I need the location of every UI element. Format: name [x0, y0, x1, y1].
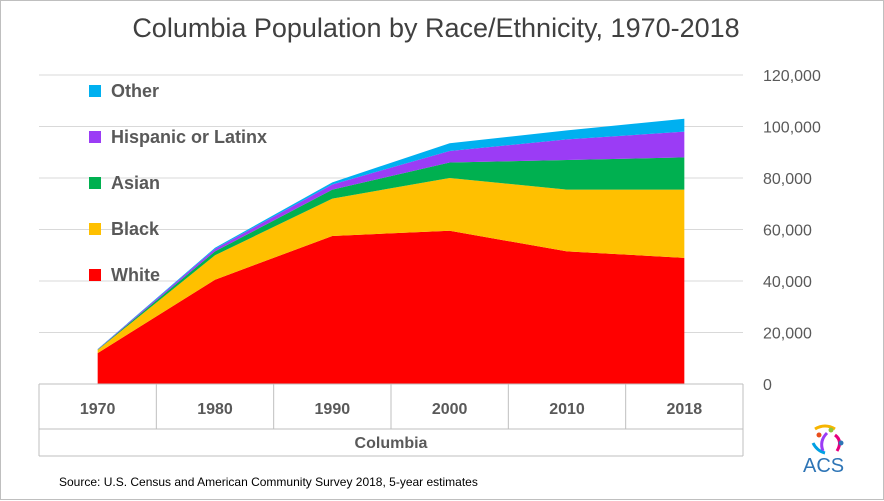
x-tick-label: 1990 — [315, 401, 351, 418]
legend-swatch — [89, 269, 101, 281]
legend-label: Other — [111, 81, 159, 101]
x-tick-label: 2018 — [667, 401, 703, 418]
area-series-black — [97, 178, 685, 354]
x-tick-label: 2010 — [549, 401, 585, 418]
y-tick-label: 0 — [763, 377, 772, 394]
area-series-hispanic-or-latinx — [97, 131, 685, 350]
y-tick-label: 120,000 — [763, 68, 821, 85]
x-tick-label: 1980 — [197, 401, 233, 418]
acs-logo: ACS — [801, 421, 861, 481]
area-series-white — [97, 230, 685, 384]
area-series-other — [97, 118, 685, 350]
legend-swatch — [89, 85, 101, 97]
chart-title: Columbia Population by Race/Ethnicity, 1… — [132, 13, 740, 43]
x-axis-title: Columbia — [355, 435, 428, 452]
acs-logo-mark — [811, 424, 844, 455]
legend-label: White — [111, 265, 160, 285]
x-tick-label: 1970 — [80, 401, 116, 418]
acs-logo-text: ACS — [803, 455, 845, 477]
legend-label: Hispanic or Latinx — [111, 127, 267, 147]
y-tick-label: 60,000 — [763, 223, 812, 240]
area-series-asian — [97, 157, 685, 351]
y-tick-label: 80,000 — [763, 171, 812, 188]
legend-label: Black — [111, 219, 160, 239]
y-tick-label: 20,000 — [763, 326, 812, 343]
legend-label: Asian — [111, 173, 160, 193]
legend-swatch — [89, 177, 101, 189]
y-tick-label: 40,000 — [763, 274, 812, 291]
source-note: Source: U.S. Census and American Communi… — [59, 475, 478, 489]
legend-swatch — [89, 223, 101, 235]
x-tick-label: 2000 — [432, 401, 468, 418]
legend-swatch — [89, 131, 101, 143]
y-tick-label: 100,000 — [763, 120, 821, 137]
